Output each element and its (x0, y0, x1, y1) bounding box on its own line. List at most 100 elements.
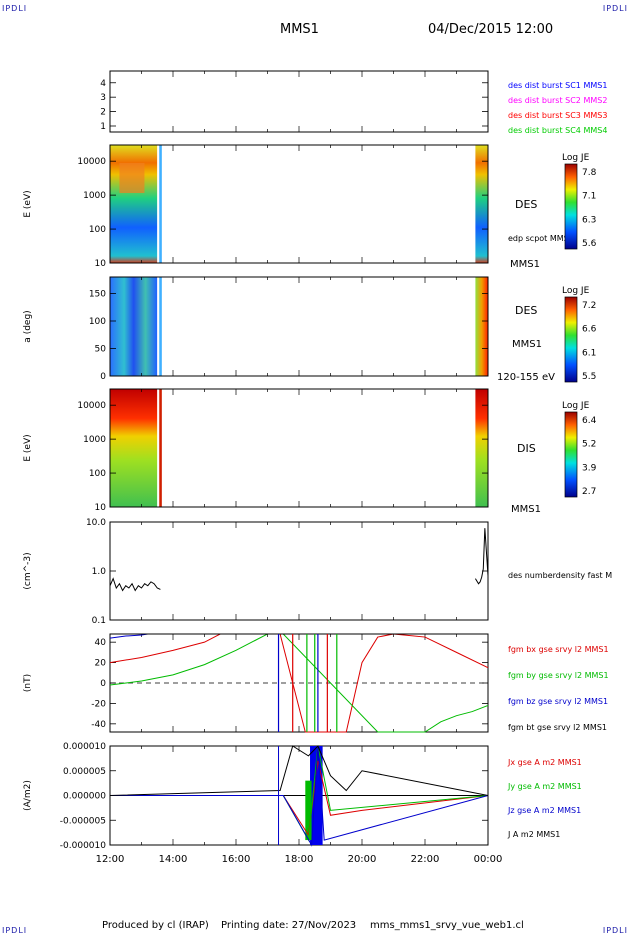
p6-series-3 (109, 633, 148, 639)
p7-series-2 (110, 745, 489, 842)
p2-colorbar-tick: 7.1 (582, 192, 596, 202)
p7-series-4 (109, 745, 489, 796)
p4-spectrogram-block-end (475, 389, 488, 507)
p2-y-tick-label: 100 (89, 225, 106, 235)
p7-y-axis-label: (A/m2) (23, 780, 33, 811)
p1-legend-3: des dist burst SC3 MMS3 (508, 111, 607, 120)
p3-stripe (158, 277, 162, 376)
p5-y-axis-label: (cm^-3) (23, 552, 33, 589)
p4-y-tick-label: 10 (95, 503, 107, 513)
panel-5-frame (109, 521, 489, 621)
p2-stripe (158, 145, 162, 263)
p2-y-tick-label: 1000 (83, 191, 106, 201)
p6-legend-1: fgm bx gse srvy l2 MMS1 (508, 645, 609, 654)
p4-colorbar-tick: 3.9 (582, 463, 597, 473)
time-tick-label: 20:00 (348, 854, 377, 865)
p4-colorbar-tick: 6.4 (582, 416, 597, 426)
p7-legend-3: Jz gse A m2 MMS1 (507, 806, 581, 815)
p2-spectrogram-block (110, 145, 158, 263)
p6-y-tick-label: 20 (95, 659, 107, 669)
p2-y-tick-label: 10000 (77, 157, 106, 167)
p7-y-tick-label: 0.000010 (63, 742, 106, 752)
p6-y-tick-label: -40 (91, 720, 106, 730)
p2-spectrogram-block-end (475, 145, 488, 263)
p4-colorbar-tick: 2.7 (582, 487, 596, 497)
p7-legend-1: Jx gse A m2 MMS1 (507, 758, 582, 767)
p7-jy-burst (305, 780, 312, 841)
time-tick-label: 00:00 (474, 854, 503, 865)
p4-spectrogram-block (110, 389, 158, 507)
time-tick-label: 14:00 (159, 854, 188, 865)
footer-produced: Produced by cl (IRAP) (102, 920, 209, 931)
p2-colorbar-title: Log JE (562, 153, 590, 163)
corner-label-bottom-left: IPDLI (2, 926, 28, 935)
p3-y-tick-label: 100 (89, 317, 106, 327)
p3-colorbar (564, 296, 578, 383)
p1-y-tick-label: 3 (100, 93, 106, 103)
p2-scpot-label: edp scpot MMS1 (508, 234, 574, 243)
p7-y-tick-label: 0.000005 (63, 767, 106, 777)
footer-filename: mms_mms1_srvy_vue_web1.cl (370, 920, 524, 931)
p3-y-axis-label: a (deg) (23, 310, 33, 342)
p4-y-tick-label: 1000 (83, 435, 106, 445)
p5-y-tick-label: 10.0 (86, 518, 106, 528)
p1-legend-2: des dist burst SC2 MMS2 (508, 96, 607, 105)
p2-colorbar-tick: 7.8 (582, 168, 597, 178)
p4-mms1-label: MMS1 (511, 504, 541, 515)
p3-gap (157, 277, 160, 376)
p5-y-tick-label: 0.1 (92, 616, 106, 626)
panel-2-frame (109, 144, 489, 264)
p6-y-tick-label: -20 (91, 699, 106, 709)
p5-series-density-a (109, 577, 161, 592)
p4-colorbar-tick: 5.2 (582, 440, 596, 450)
spacecraft-title: MMS1 (280, 22, 319, 37)
p6-legend-2: fgm by gse srvy l2 MMS1 (508, 671, 609, 680)
time-tick-label: 22:00 (411, 854, 440, 865)
p1-y-tick-label: 2 (100, 108, 106, 118)
p3-spectrogram-block (110, 277, 158, 376)
p3-y-tick-label: 0 (100, 372, 106, 382)
p2-y-tick-label: 10 (95, 259, 107, 269)
p7-series-3 (110, 745, 489, 847)
p4-stripe (158, 389, 162, 507)
p3-colorbar-tick: 7.2 (582, 301, 596, 311)
chart-area: 1 2 3 4 des dist burst SC1 MMS1 des dist burs… (23, 70, 612, 865)
p7-y-tick-label: -0.000005 (60, 816, 106, 826)
p2-colorbar-tick: 6.3 (582, 215, 596, 225)
corner-label-top-left: IPDLI (2, 4, 28, 13)
p2-hot-region (119, 163, 145, 193)
p3-colorbar-tick: 6.1 (582, 348, 596, 358)
p6-legend-3: fgm bz gse srvy l2 MMS1 (508, 697, 608, 706)
p2-colorbar-tick: 5.6 (582, 239, 597, 249)
p1-y-tick-label: 4 (100, 79, 106, 89)
p5-series-density-b (474, 528, 489, 585)
p2-y-axis-label: E (eV) (23, 190, 33, 217)
p3-energy-range-label: 120-155 eV (497, 372, 555, 383)
p2-gap (157, 145, 160, 263)
p6-y-axis-label: (nT) (23, 674, 33, 692)
p2-mms1-label: MMS1 (510, 259, 540, 270)
p1-legend-4: des dist burst SC4 MMS4 (508, 126, 607, 135)
p1-legend-1: des dist burst SC1 MMS1 (508, 81, 607, 90)
p3-mms1-label: MMS1 (512, 339, 542, 350)
corner-label-bottom-right: IPDLI (602, 926, 628, 935)
p4-colorbar-title: Log JE (562, 401, 590, 411)
p5-legend: des numberdensity fast M (508, 571, 612, 580)
p6-y-tick-label: 0 (100, 679, 106, 689)
p7-y-tick-label: -0.000010 (60, 841, 106, 851)
p7-legend-4: J A m2 MMS1 (507, 830, 560, 839)
p6-legend-4: fgm bt gse srvy l2 MMS1 (508, 723, 607, 732)
p3-des-label: DES (515, 304, 537, 317)
p6-series-1 (109, 633, 489, 733)
p2-des-label: DES (515, 198, 537, 211)
panel-4-frame (109, 388, 489, 508)
time-tick-label: 18:00 (285, 854, 314, 865)
p3-colorbar-title: Log JE (562, 286, 590, 296)
p3-spectrogram-block-end (475, 277, 488, 376)
p1-y-tick-label: 1 (100, 122, 106, 132)
p4-dis-label: DIS (517, 442, 536, 455)
p7-legend-2: Jy gse A m2 MMS1 (507, 782, 582, 791)
p4-y-tick-label: 100 (89, 469, 106, 479)
corner-label-top-right: IPDLI (602, 4, 628, 13)
time-tick-label: 16:00 (222, 854, 251, 865)
